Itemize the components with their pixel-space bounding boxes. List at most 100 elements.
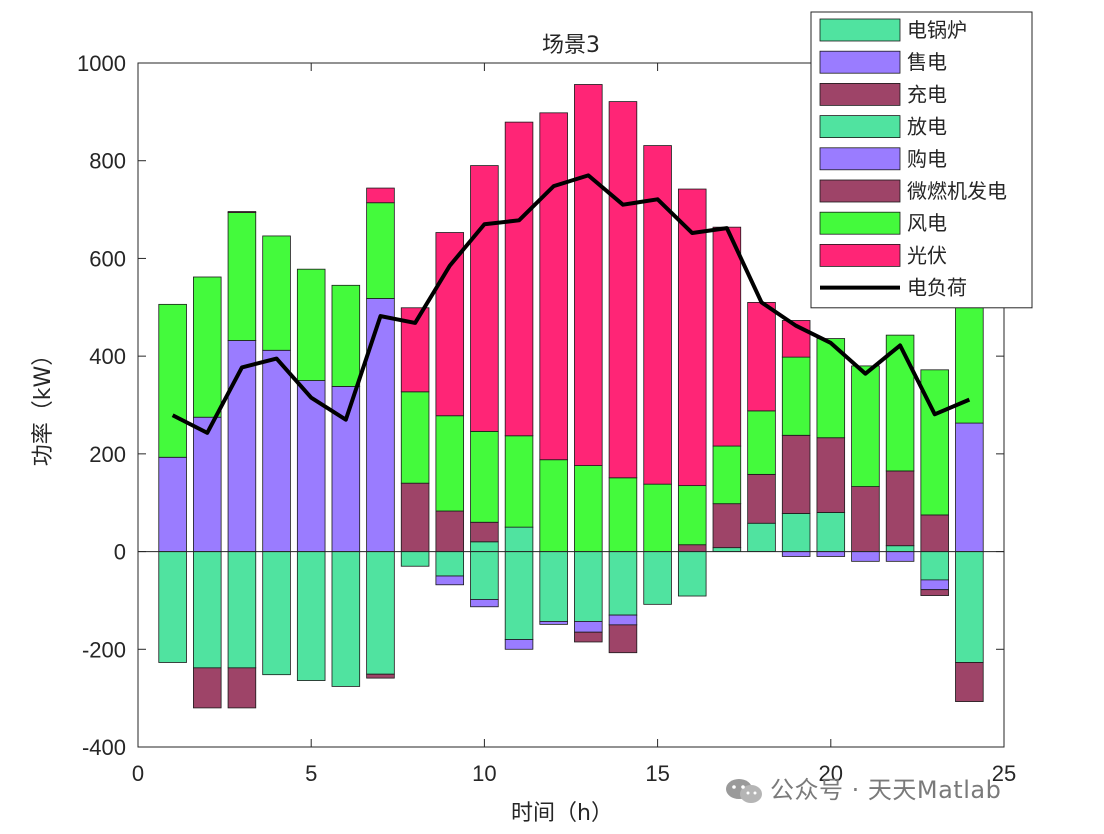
chart-title: 场景3 [542, 33, 600, 58]
bar-s3-x17 [712, 547, 742, 552]
bar-s1-x11 [504, 639, 534, 650]
legend-label: 充电 [907, 82, 947, 106]
bar-s4-x2 [193, 416, 222, 552]
x-tick-label: 0 [132, 761, 144, 786]
bar-s4-x3 [227, 340, 257, 552]
bar-s6-x9 [435, 415, 465, 512]
y-tick-label: 800 [89, 149, 126, 174]
legend-swatch [819, 211, 901, 235]
bar-s0-x2 [193, 551, 222, 669]
bar-s1-x10 [470, 599, 499, 608]
bar-s0-x4 [262, 551, 291, 676]
bar-s5-x8 [400, 482, 430, 552]
y-tick-label: 1000 [77, 51, 126, 76]
bar-s6-x18 [747, 410, 776, 475]
bar-s5-x20 [816, 437, 846, 513]
legend-swatch [819, 243, 901, 267]
bar-s0-x10 [470, 551, 499, 600]
bar-s3-x19 [781, 513, 811, 552]
bar-s0-x13 [574, 551, 603, 622]
bar-s7-x14 [608, 101, 638, 479]
legend-label: 放电 [907, 115, 947, 139]
bar-s1-x13 [574, 621, 603, 633]
bar-s1-x9 [435, 575, 465, 586]
bar-s0-x16 [677, 551, 707, 597]
bar-s7-x13 [574, 84, 603, 466]
x-tick-label: 25 [992, 761, 1016, 786]
bar-s0-x6 [331, 551, 361, 687]
y-tick-label: -400 [82, 735, 126, 760]
bar-s1-x23 [920, 579, 949, 591]
bar-s0-x15 [643, 551, 672, 605]
bar-s0-x14 [608, 551, 638, 616]
bar-s1-x22 [885, 551, 915, 562]
bar-s0-x3 [227, 551, 257, 669]
x-tick-label: 10 [472, 761, 496, 786]
legend-label: 风电 [907, 211, 947, 235]
bar-s1-x21 [851, 551, 880, 562]
bar-s6-x11 [504, 435, 534, 528]
bar-s0-x11 [504, 551, 534, 640]
bar-s4-x4 [262, 349, 291, 552]
bar-s7-x7 [366, 187, 395, 204]
bar-s0-x23 [920, 551, 949, 581]
bar-s5-x9 [435, 510, 465, 552]
y-axis-title: 功率（kW） [31, 344, 56, 467]
bar-s7-x18 [747, 301, 776, 412]
bar-s6-x7 [366, 202, 395, 299]
legend-swatch [819, 147, 901, 171]
bar-s7-x17 [712, 226, 742, 447]
bar-s7-x9 [435, 232, 465, 417]
y-tick-label: 0 [114, 540, 126, 565]
legend-label: 售电 [907, 50, 947, 74]
bar-s5-x10 [470, 521, 499, 543]
bar-s6-x3 [227, 212, 257, 341]
bar-s6-x20 [816, 338, 846, 439]
legend-label: 电锅炉 [907, 18, 967, 42]
bar-s3-x22 [885, 545, 915, 552]
bars-layer [158, 84, 984, 709]
bar-s2-x2 [193, 667, 222, 709]
bar-s6-x12 [539, 459, 568, 552]
y-tick-label: -200 [82, 637, 126, 662]
bar-s6-x4 [262, 235, 291, 351]
bar-s2-x13 [574, 631, 603, 643]
bar-s7-x11 [504, 121, 534, 437]
bar-s6-x15 [643, 483, 672, 552]
bar-s0-x8 [400, 551, 430, 567]
bar-s3-x11 [504, 526, 534, 552]
bar-s3-x20 [816, 512, 846, 552]
bar-s7-x16 [677, 188, 707, 487]
bar-s2-x7 [366, 673, 395, 679]
bar-s5-x17 [712, 503, 742, 549]
watermark: 公众号 · 天天Matlab [724, 770, 1001, 805]
bar-s7-x15 [643, 145, 672, 485]
legend-label: 电负荷 [907, 276, 967, 300]
bar-s6-x2 [193, 276, 222, 418]
bar-s6-x13 [574, 465, 603, 552]
bar-s5-x18 [747, 473, 776, 524]
y-tick-label: 600 [89, 246, 126, 271]
bar-s2-x24 [955, 662, 984, 702]
bar-s5-x19 [781, 434, 811, 514]
bar-s6-x21 [851, 365, 880, 487]
x-tick-label: 15 [645, 761, 669, 786]
bar-s0-x9 [435, 551, 465, 577]
bar-s0-x5 [296, 551, 326, 681]
bar-s6-x8 [400, 391, 430, 484]
x-axis-title: 时间（h） [511, 801, 613, 826]
bar-s1-x12 [539, 621, 568, 625]
bar-s6-x10 [470, 430, 499, 523]
legend-swatch [819, 83, 901, 106]
bar-s7-x3 [227, 211, 257, 213]
bar-s1-x14 [608, 614, 638, 626]
legend-swatch [819, 18, 901, 42]
bar-s6-x19 [781, 356, 811, 436]
bar-s6-x22 [885, 334, 915, 472]
bar-s1-x20 [816, 551, 846, 557]
bar-s0-x7 [366, 551, 395, 675]
x-tick-label: 5 [305, 761, 317, 786]
x-tick-label: 20 [819, 761, 843, 786]
